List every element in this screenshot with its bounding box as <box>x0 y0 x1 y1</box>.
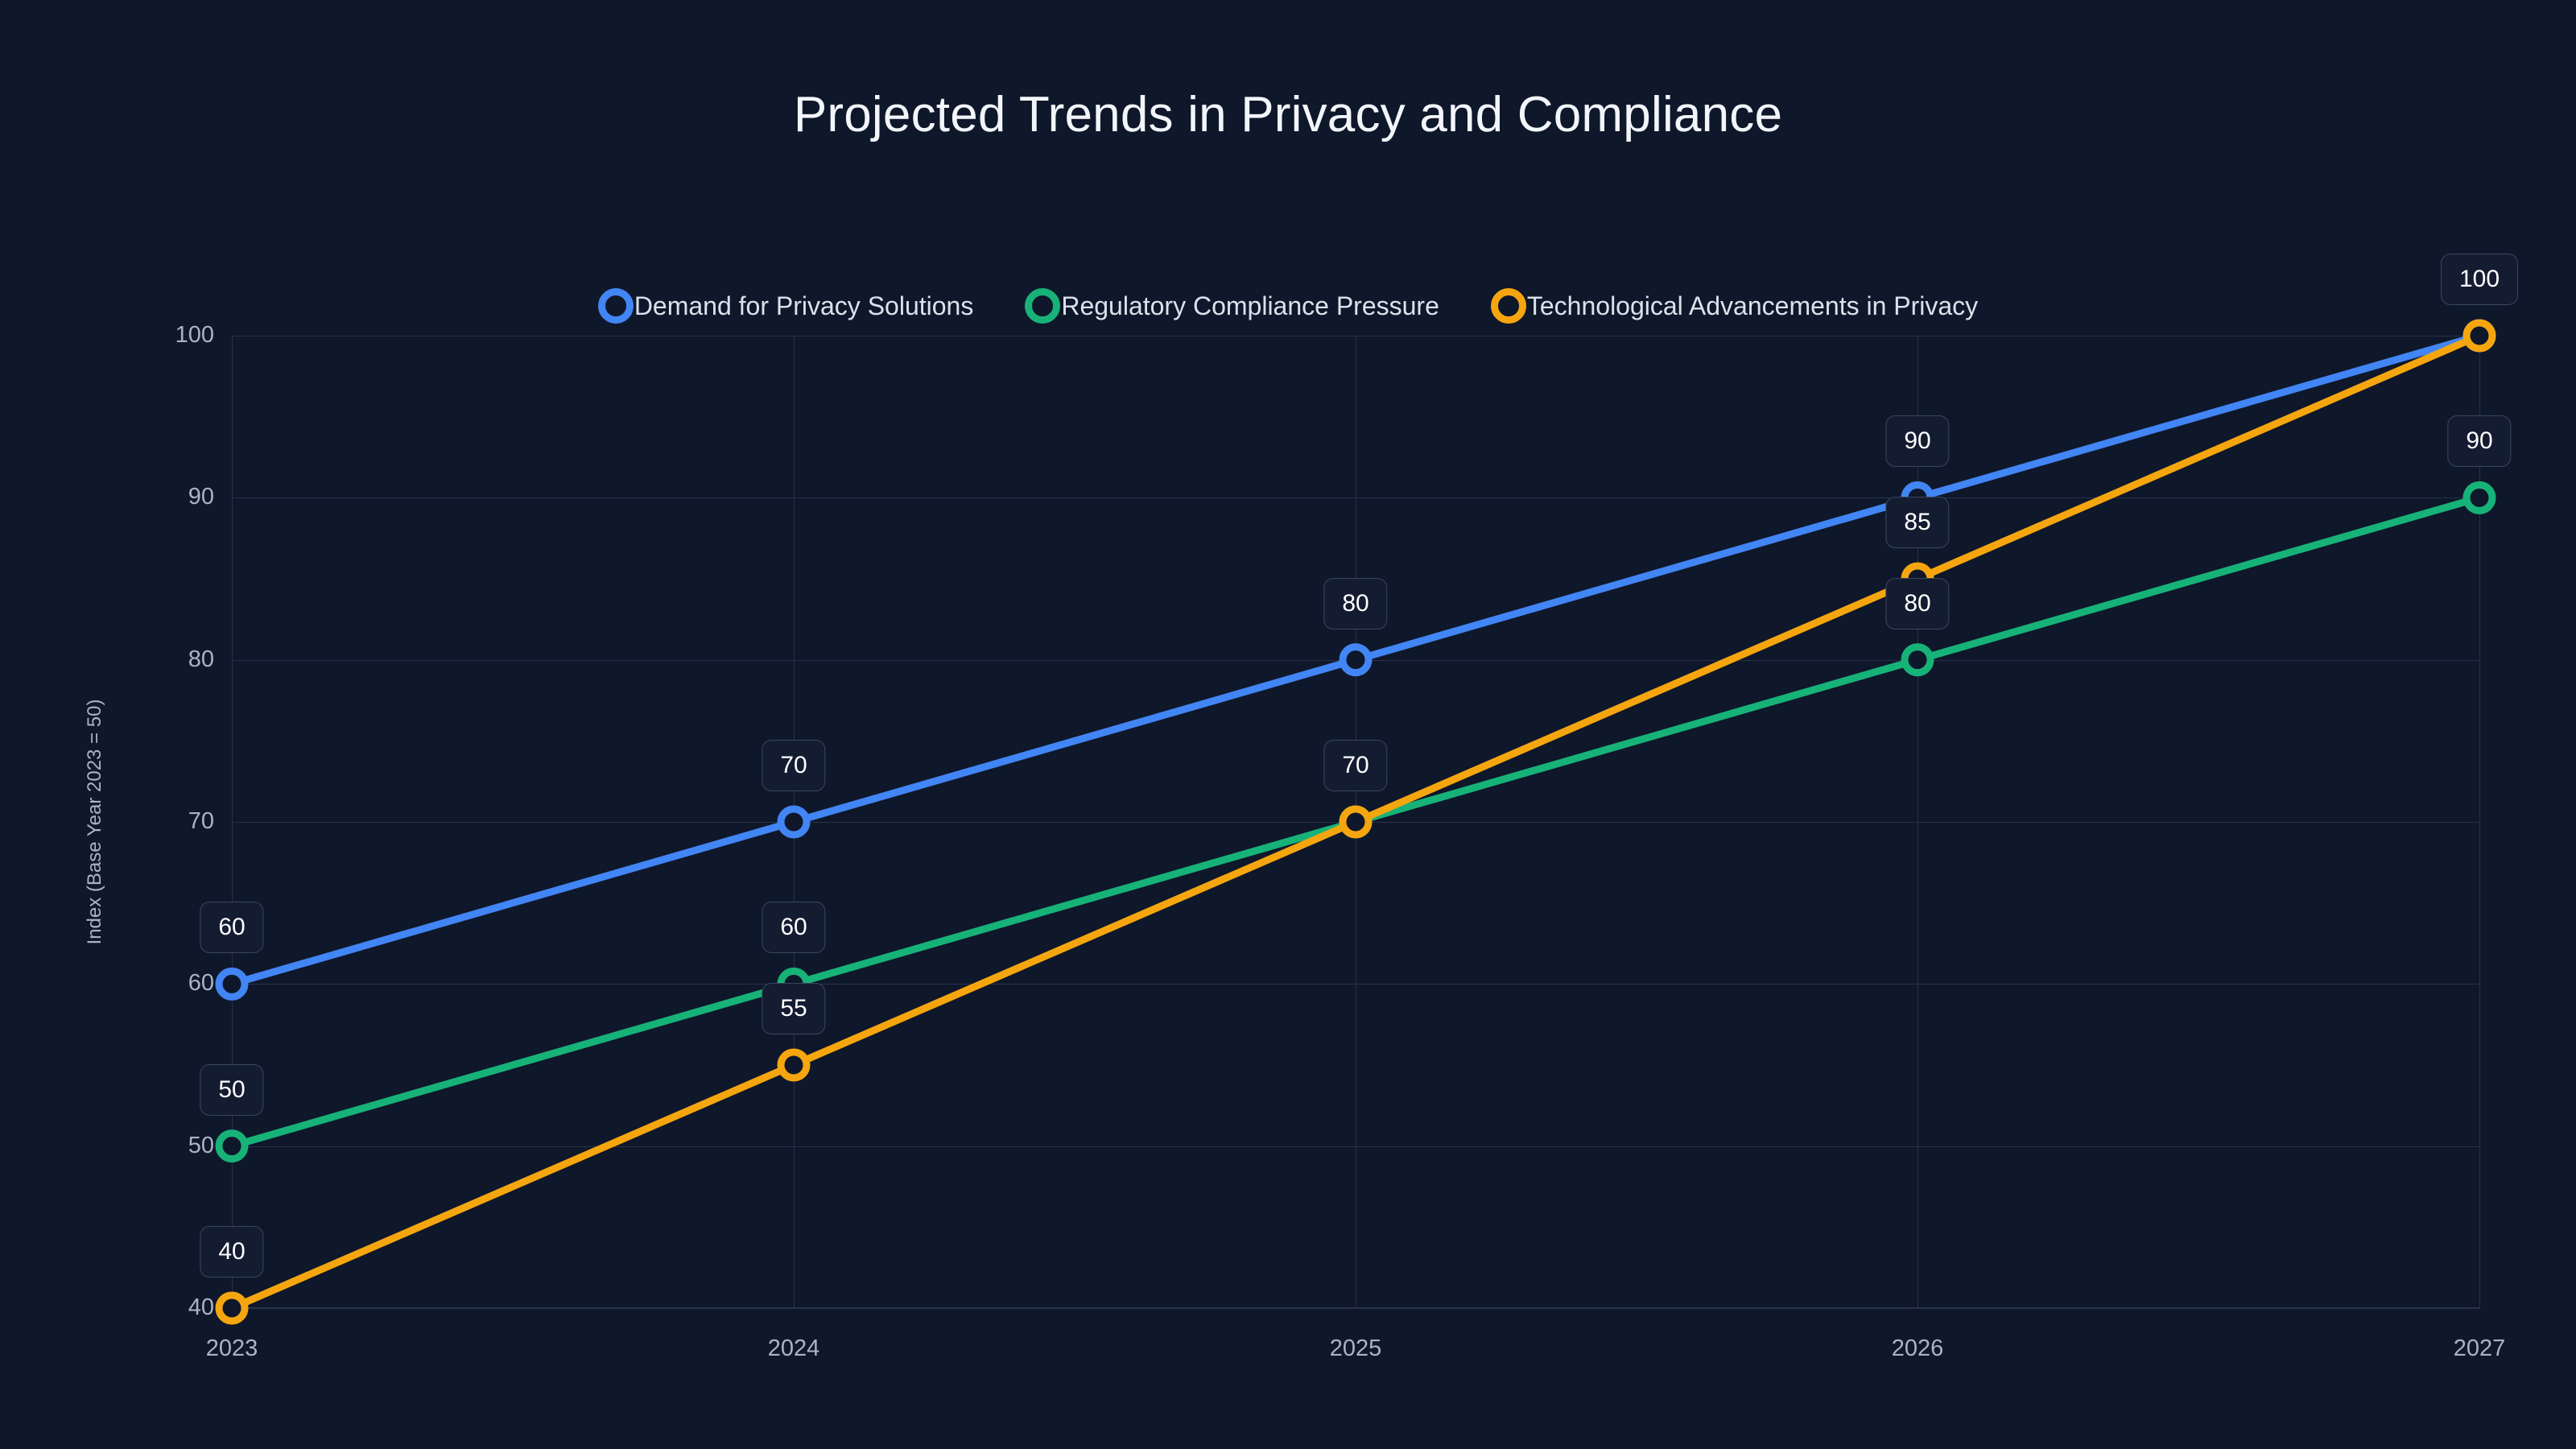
data-point-label: 100 <box>2440 254 2519 305</box>
page-title: Projected Trends in Privacy and Complian… <box>793 87 1783 142</box>
legend-item-2[interactable]: Regulatory Compliance Pressure <box>1025 288 1439 324</box>
data-point-label: 90 <box>1885 415 1950 468</box>
y-axis-tick-label: 90 <box>188 484 214 510</box>
gridline-horizontal <box>232 1308 2479 1309</box>
data-point-label: 60 <box>200 902 264 954</box>
ring-marker-icon <box>1025 288 1061 324</box>
ring-marker-icon <box>597 288 634 324</box>
data-point-label: 55 <box>762 983 826 1034</box>
data-point-label: 90 <box>2447 415 2512 468</box>
y-axis-tick-label: 80 <box>188 646 214 672</box>
data-point-label: 50 <box>200 1063 264 1116</box>
data-point-label: 40 <box>200 1226 264 1278</box>
x-axis-tick-label: 2027 <box>2453 1335 2506 1361</box>
data-point-label: 80 <box>1323 577 1388 630</box>
data-point-label: 70 <box>762 740 826 791</box>
y-axis-tick-label: 40 <box>188 1294 214 1320</box>
chart-legend: Demand for Privacy Solutions Regulatory C… <box>0 288 2576 324</box>
legend-item-1[interactable]: Demand for Privacy Solutions <box>597 288 974 324</box>
x-axis-tick-label: 2025 <box>1329 1335 1382 1361</box>
plot-area <box>232 336 2480 1309</box>
legend-item-3[interactable]: Technological Advancements in Privacy <box>1490 288 1979 324</box>
data-point-label: 80 <box>1885 577 1950 630</box>
data-point-label: 70 <box>1323 740 1388 791</box>
legend-item-label: Demand for Privacy Solutions <box>634 291 974 320</box>
gridline-vertical <box>2479 336 2480 1308</box>
legend-item-label: Regulatory Compliance Pressure <box>1061 291 1439 320</box>
y-axis-tick-label: 70 <box>188 808 214 834</box>
x-axis-tick-label: 2024 <box>767 1335 820 1361</box>
legend-item-label: Technological Advancements in Privacy <box>1526 291 1979 320</box>
gridline-vertical <box>232 336 233 1308</box>
y-axis-tick-label: 100 <box>175 322 214 348</box>
gridline-vertical <box>794 336 795 1308</box>
y-axis-tick-label: 60 <box>188 970 214 997</box>
x-axis-tick-label: 2023 <box>205 1335 258 1361</box>
y-axis-tick-label: 50 <box>188 1132 214 1158</box>
data-point-label: 85 <box>1885 497 1950 548</box>
x-axis-tick-label: 2026 <box>1891 1335 1944 1361</box>
ring-marker-icon <box>1490 288 1526 324</box>
data-point-label: 60 <box>762 902 826 954</box>
